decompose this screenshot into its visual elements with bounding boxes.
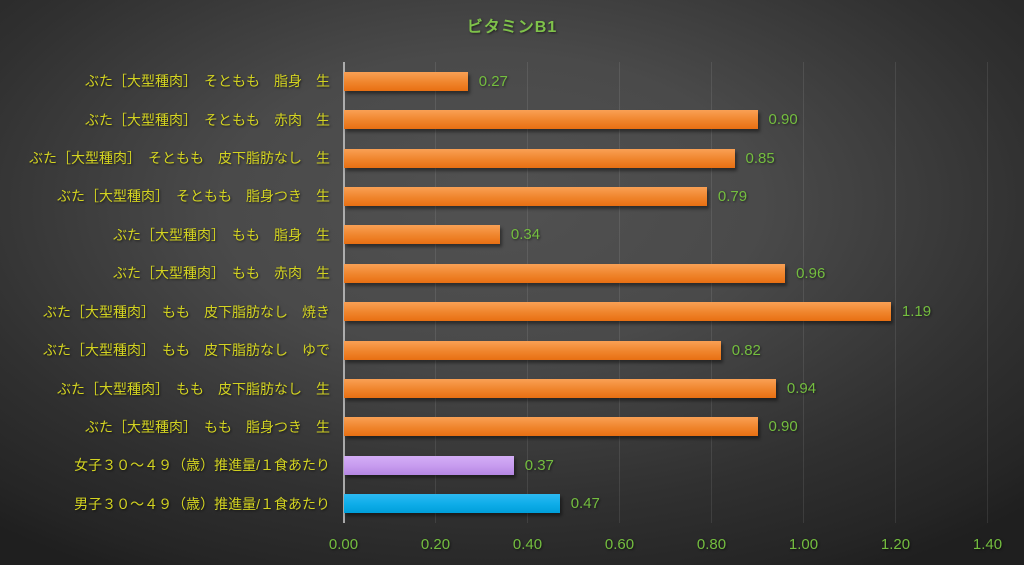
gridline bbox=[711, 62, 712, 523]
x-tick-label: 0.40 bbox=[512, 535, 543, 553]
category-label: ぶた［大型種肉］ もも 皮下脂肪なし 焼き bbox=[43, 303, 330, 320]
gridline bbox=[435, 62, 436, 523]
bar-row: ぶた［大型種肉］ もも 脂身 生 0.34 bbox=[0, 216, 1024, 254]
bar bbox=[343, 379, 776, 399]
x-tick-label: 0.60 bbox=[604, 535, 635, 553]
bar-row: ぶた［大型種肉］ そともも 脂身つき 生 0.79 bbox=[0, 177, 1024, 215]
value-label: 1.19 bbox=[901, 303, 932, 321]
value-label: 0.47 bbox=[570, 495, 600, 513]
category-label: 女子３０～４９（歳）推進量/１食あたり bbox=[74, 457, 330, 474]
chart-title: ビタミンB1 bbox=[466, 19, 558, 36]
value-label: 0.27 bbox=[478, 72, 508, 90]
value-label: 0.85 bbox=[745, 149, 775, 167]
bar bbox=[343, 494, 560, 514]
bar bbox=[343, 417, 758, 437]
value-label: 0.90 bbox=[768, 111, 798, 129]
x-tick-label: 1.40 bbox=[972, 535, 1003, 553]
x-tick-label: 1.20 bbox=[880, 535, 911, 553]
bar bbox=[343, 263, 786, 283]
bar bbox=[343, 148, 735, 168]
gridline bbox=[987, 62, 988, 523]
bar-row: ぶた［大型種肉］ もも 赤肉 生 0.96 bbox=[0, 254, 1024, 292]
category-label: ぶた［大型種肉］ もも 皮下脂肪なし 生 bbox=[57, 380, 330, 397]
category-label: ぶた［大型種肉］ そともも 赤肉 生 bbox=[85, 111, 330, 128]
category-label: ぶた［大型種肉］ もも 赤肉 生 bbox=[113, 265, 330, 282]
category-label: ぶた［大型種肉］ そともも 脂身つき 生 bbox=[57, 188, 330, 205]
value-label: 0.79 bbox=[717, 187, 748, 205]
category-label: ぶた［大型種肉］ もも 脂身 生 bbox=[113, 226, 330, 243]
gridline bbox=[895, 62, 896, 523]
x-tick-label: 1.00 bbox=[788, 535, 819, 553]
bar bbox=[343, 455, 514, 475]
x-tick-label: 0.80 bbox=[696, 535, 727, 553]
x-tick-label: 0.20 bbox=[420, 535, 451, 553]
plot-area: ぶた［大型種肉］ そともも 脂身 生 0.27 ぶた［大型種肉］ そともも 赤肉 生… bbox=[29, 62, 988, 523]
value-label: 0.96 bbox=[796, 264, 826, 282]
category-label: ぶた［大型種肉］ そともも 脂身 生 bbox=[85, 73, 330, 90]
bar bbox=[343, 71, 468, 91]
category-axis-line bbox=[342, 62, 345, 523]
bar-row: ぶた［大型種肉］ そともも 皮下脂肪なし 生 0.85 bbox=[0, 139, 1024, 177]
bar bbox=[343, 186, 707, 206]
bar-row: 男子３０～４９（歳）推進量/１食あたり 0.47 bbox=[0, 485, 1024, 523]
bar-row: ぶた［大型種肉］ そともも 脂身 生 0.27 bbox=[0, 62, 1024, 100]
bar bbox=[343, 302, 891, 322]
x-tick-label: 0.00 bbox=[328, 535, 359, 553]
value-label: 0.82 bbox=[731, 341, 761, 359]
bar-row: ぶた［大型種肉］ そともも 赤肉 生 0.90 bbox=[0, 100, 1024, 138]
gridline bbox=[803, 62, 804, 523]
value-label: 0.34 bbox=[510, 226, 541, 244]
gridline bbox=[619, 62, 620, 523]
category-label: ぶた［大型種肉］ そともも 皮下脂肪なし 生 bbox=[29, 150, 330, 167]
category-label: ぶた［大型種肉］ もも 皮下脂肪なし ゆで bbox=[43, 342, 330, 359]
gridline bbox=[527, 62, 528, 523]
bar-row: ぶた［大型種肉］ もも 皮下脂肪なし 焼き 1.19 bbox=[0, 293, 1024, 331]
value-label: 0.37 bbox=[524, 456, 554, 474]
category-label: ぶた［大型種肉］ もも 脂身つき 生 bbox=[85, 418, 330, 435]
bar-row: 女子３０～４９（歳）推進量/１食あたり 0.37 bbox=[0, 446, 1024, 484]
category-label: 男子３０～４９（歳）推進量/１食あたり bbox=[74, 495, 330, 512]
bar-row: ぶた［大型種肉］ もも 脂身つき 生 0.90 bbox=[0, 408, 1024, 446]
value-label: 0.94 bbox=[786, 380, 817, 398]
bar-row: ぶた［大型種肉］ もも 皮下脂肪なし ゆで 0.82 bbox=[0, 331, 1024, 369]
bar bbox=[343, 225, 500, 245]
bar bbox=[343, 340, 721, 360]
bar-row: ぶた［大型種肉］ もも 皮下脂肪なし 生 0.94 bbox=[0, 369, 1024, 407]
bar bbox=[343, 110, 758, 130]
value-label: 0.90 bbox=[768, 418, 798, 436]
